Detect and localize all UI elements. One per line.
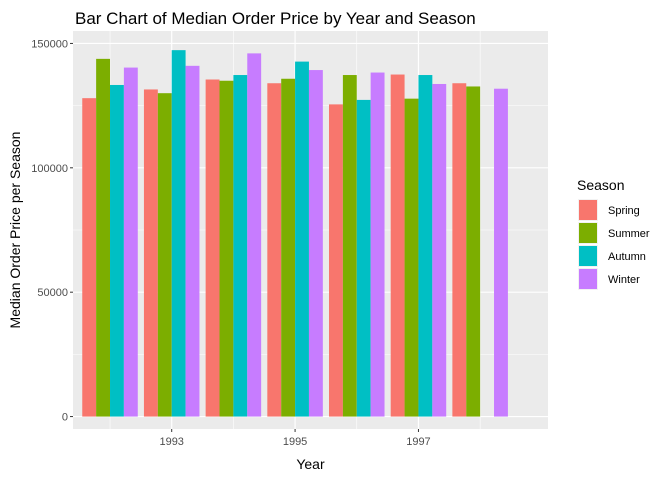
bar-autumn-1994 bbox=[233, 75, 248, 417]
x-tick-label: 1993 bbox=[159, 436, 183, 448]
x-axis-title: Year bbox=[296, 456, 325, 472]
bar-summer-1995 bbox=[281, 78, 296, 417]
bar-summer-1994 bbox=[219, 80, 234, 417]
chart-title: Bar Chart of Median Order Price by Year … bbox=[75, 9, 476, 28]
y-axis-title: Median Order Price per Season bbox=[7, 132, 23, 329]
bar-spring-1996 bbox=[329, 104, 343, 417]
bar-winter-1997 bbox=[432, 83, 447, 417]
bar-spring-1997 bbox=[390, 74, 405, 417]
bar-autumn-1996 bbox=[356, 99, 371, 417]
bar-spring-1998 bbox=[452, 83, 467, 417]
y-tick-label: 0 bbox=[62, 412, 68, 424]
y-tick-label: 100000 bbox=[31, 163, 68, 175]
legend-label-spring: Spring bbox=[608, 205, 640, 217]
bar-autumn-1992 bbox=[110, 84, 124, 417]
bar-autumn-1993 bbox=[171, 50, 186, 417]
bar-winter-1993 bbox=[185, 65, 200, 417]
bar-winter-1994 bbox=[247, 53, 262, 417]
legend-swatch-spring bbox=[579, 200, 597, 220]
bar-autumn-1997 bbox=[418, 75, 433, 417]
legend-label-summer: Summer bbox=[608, 228, 650, 240]
bar-summer-1993 bbox=[157, 93, 172, 417]
legend-swatch-summer bbox=[579, 223, 597, 243]
x-tick-label: 1995 bbox=[283, 436, 307, 448]
x-axis: 1993 1995 1997 bbox=[159, 429, 431, 448]
bar-spring-1993 bbox=[143, 89, 158, 417]
legend-title: Season bbox=[577, 177, 624, 193]
bar-winter-1996 bbox=[370, 72, 385, 417]
bar-spring-1995 bbox=[267, 83, 282, 417]
legend-label-winter: Winter bbox=[608, 274, 640, 286]
bar-summer-1998 bbox=[466, 86, 481, 417]
y-tick-label: 150000 bbox=[31, 38, 68, 50]
legend-swatch-autumn bbox=[579, 246, 597, 266]
bar-winter-1992 bbox=[123, 67, 138, 417]
bar-autumn-1995 bbox=[295, 61, 309, 417]
bars bbox=[82, 50, 508, 417]
legend-label-autumn: Autumn bbox=[608, 251, 646, 263]
bar-summer-1996 bbox=[342, 75, 357, 417]
legend: Season Spring Summer Autumn Winter bbox=[577, 177, 650, 290]
x-tick-label: 1997 bbox=[406, 436, 430, 448]
y-tick-label: 50000 bbox=[37, 287, 68, 299]
legend-swatch-winter bbox=[579, 269, 597, 289]
bar-winter-1995 bbox=[308, 70, 323, 417]
bar-spring-1992 bbox=[82, 98, 97, 417]
bar-spring-1994 bbox=[205, 79, 220, 417]
bar-winter-1998 bbox=[494, 88, 508, 417]
bar-summer-1997 bbox=[404, 98, 419, 417]
y-axis: 0 50000 100000 150000 bbox=[31, 38, 73, 424]
bar-summer-1992 bbox=[96, 58, 111, 417]
